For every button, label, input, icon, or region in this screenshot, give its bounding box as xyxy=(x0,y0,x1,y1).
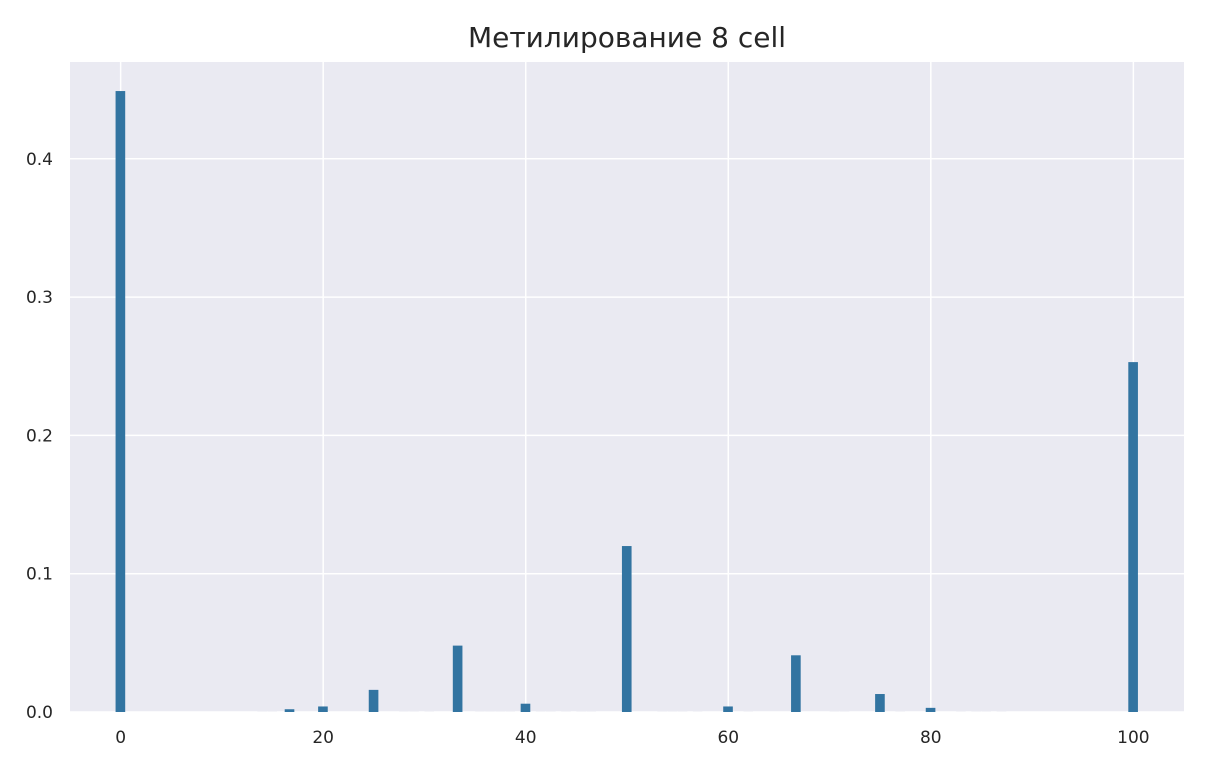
bar xyxy=(875,694,885,712)
bar xyxy=(791,655,801,712)
bar xyxy=(677,711,688,712)
bar xyxy=(535,711,546,712)
bar xyxy=(576,711,586,712)
x-tick-label: 60 xyxy=(717,728,739,748)
y-tick-labels: 0.0 0.1 0.2 0.3 0.4 xyxy=(26,150,53,723)
bars xyxy=(115,91,1138,713)
x-tick-label: 100 xyxy=(1117,728,1149,748)
bar xyxy=(424,711,435,712)
bar xyxy=(520,703,531,712)
y-tick-label: 0.2 xyxy=(26,426,53,446)
bar xyxy=(667,711,678,712)
bar xyxy=(996,711,1007,712)
y-tick-label: 0.3 xyxy=(26,288,53,308)
x-tick-label: 40 xyxy=(515,728,537,748)
bar xyxy=(971,711,981,712)
bar xyxy=(561,711,571,712)
bar xyxy=(318,706,328,712)
bar xyxy=(409,711,419,712)
bar xyxy=(485,711,495,712)
bar xyxy=(368,689,379,712)
bar xyxy=(115,91,126,713)
bar xyxy=(895,711,905,712)
x-tick-label: 0 xyxy=(115,728,126,748)
y-tick-label: 0.1 xyxy=(26,565,53,585)
bar xyxy=(1128,362,1138,712)
bar xyxy=(257,711,267,712)
bar xyxy=(586,711,597,712)
chart-title: Метилирование 8 cell xyxy=(468,21,786,54)
bar xyxy=(399,711,409,712)
bar xyxy=(839,711,850,712)
bar xyxy=(829,711,840,712)
bar xyxy=(621,546,632,712)
bar xyxy=(545,711,556,712)
bar xyxy=(925,707,936,712)
bar xyxy=(743,711,754,712)
bar xyxy=(267,711,278,712)
y-tick-label: 0.0 xyxy=(26,703,53,723)
x-tick-label: 80 xyxy=(920,728,942,748)
y-tick-label: 0.4 xyxy=(26,150,53,170)
bar xyxy=(657,711,668,712)
bar xyxy=(981,711,992,712)
bar xyxy=(284,709,295,712)
bar xyxy=(505,711,516,712)
bar xyxy=(475,711,485,712)
x-tick-label: 20 xyxy=(312,728,334,748)
x-tick-labels: 0 20 40 60 80 100 xyxy=(115,728,1149,748)
bar xyxy=(723,706,733,712)
bar xyxy=(692,711,703,712)
bar xyxy=(495,711,505,712)
bar xyxy=(452,645,463,712)
bar xyxy=(956,711,966,712)
